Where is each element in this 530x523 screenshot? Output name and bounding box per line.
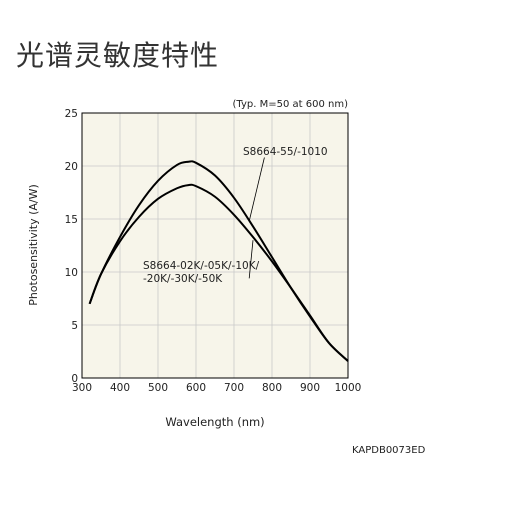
x-tick-label: 1000 — [335, 382, 362, 394]
y-tick-label: 20 — [65, 161, 78, 173]
series-annotations: S8664-55/-1010 S8664-02K/-05K/-10K/-20K/-… — [143, 146, 328, 285]
chart-subtitle: (Typ. M=50 at 600 nm) — [233, 99, 349, 110]
document-code: KAPDB0073ED — [352, 445, 426, 456]
page-title: 光谱灵敏度特性 — [16, 39, 220, 72]
x-tick-label: 300 — [72, 382, 92, 394]
x-tick-label: 500 — [148, 382, 168, 394]
grid-lines — [82, 113, 348, 378]
y-axis-label: Photosensitivity (A/W) — [27, 184, 40, 306]
data-series — [88, 160, 349, 362]
y-tick-label: 0 — [71, 373, 78, 385]
x-tick-label: 800 — [262, 382, 282, 394]
y-tick-label: 25 — [65, 108, 78, 120]
series-line-2 — [88, 183, 349, 362]
plot-area — [82, 113, 348, 378]
annotation-label-2: -20K/-30K/-50K — [143, 273, 223, 285]
x-axis-label: Wavelength (nm) — [165, 415, 264, 429]
x-tick-label: 900 — [300, 382, 320, 394]
annotation-label-2: S8664-02K/-05K/-10K/ — [143, 260, 260, 272]
x-tick-label: 600 — [186, 382, 206, 394]
plot-frame — [81, 112, 349, 379]
annotation-label-1: S8664-55/-1010 — [243, 146, 328, 158]
axis-ticks: 300 400 500 600 700 800 900 1000 0 5 10 15 20 25 — [65, 108, 362, 394]
annotation-leader-1 — [248, 157, 265, 222]
y-tick-label: 15 — [65, 214, 78, 226]
y-tick-label: 5 — [71, 320, 78, 332]
x-tick-label: 700 — [224, 382, 244, 394]
y-tick-label: 10 — [65, 267, 78, 279]
x-tick-label: 400 — [110, 382, 130, 394]
annotation-leader-2 — [248, 240, 254, 279]
